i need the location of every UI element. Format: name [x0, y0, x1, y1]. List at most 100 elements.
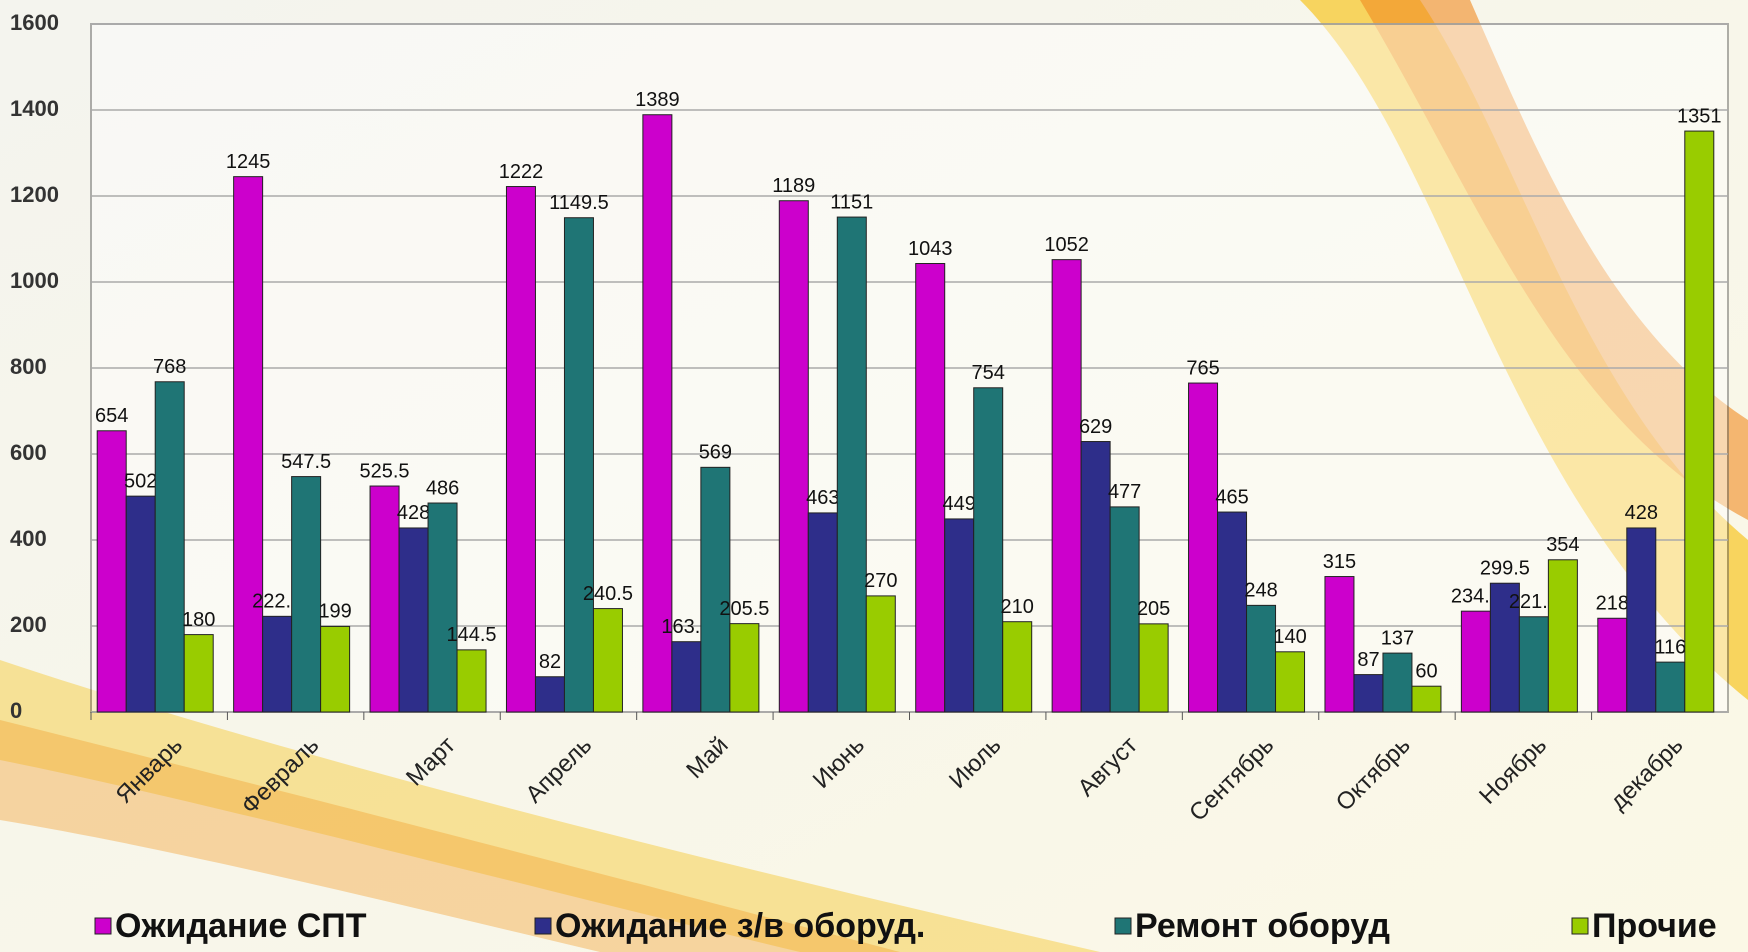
y-tick-label: 1600 [10, 10, 59, 35]
chart: 0200400600800100012001400160065450276818… [0, 0, 1748, 952]
bar [97, 431, 126, 712]
data-label: 569 [699, 442, 732, 464]
legend-label: Ожидание з/в оборуд. [555, 907, 925, 945]
bar [1412, 686, 1441, 712]
bar [428, 503, 457, 712]
bar [535, 677, 564, 712]
data-label: 502 [124, 470, 157, 492]
data-label: 180 [182, 609, 215, 631]
data-label: 60 [1415, 660, 1437, 682]
data-label: 205 [1137, 598, 1170, 620]
y-tick-label: 400 [10, 526, 47, 551]
data-label: 465 [1215, 486, 1248, 508]
bar [184, 635, 213, 712]
bar [808, 513, 837, 712]
data-label: 1151 [830, 191, 873, 213]
data-label: 87 [1357, 649, 1379, 671]
data-label: 1351 [1677, 105, 1722, 127]
bar [1081, 442, 1110, 712]
legend-label: Ремонт оборуд [1135, 907, 1390, 945]
bar [593, 609, 622, 712]
data-label: 299.5 [1480, 557, 1530, 579]
bar [1354, 675, 1383, 712]
bar [974, 388, 1003, 712]
data-label: 1222 [499, 161, 544, 183]
bar [1139, 624, 1168, 712]
data-label: 629 [1079, 416, 1112, 438]
bar [866, 596, 895, 712]
bar [1598, 618, 1627, 712]
data-label: 240.5 [583, 583, 633, 605]
bar [1110, 507, 1139, 712]
y-tick-label: 200 [10, 612, 47, 637]
data-label: 315 [1323, 551, 1356, 573]
bar [1383, 653, 1412, 712]
data-label: 1389 [635, 89, 680, 111]
legend-swatch [1572, 918, 1588, 934]
data-label: 218 [1596, 593, 1629, 615]
data-label: 82 [539, 651, 561, 673]
data-label: 428 [1625, 502, 1658, 524]
bar [837, 217, 866, 712]
bar [1685, 131, 1714, 712]
data-label: 270 [864, 570, 897, 592]
bar [1461, 611, 1490, 712]
legend-swatch [95, 918, 111, 934]
data-label: 1189 [772, 175, 815, 197]
data-label: 1245 [226, 151, 271, 173]
legend-label: Ожидание СПТ [115, 907, 367, 945]
bar [370, 486, 399, 712]
bar [1548, 560, 1577, 712]
data-label: 248 [1244, 580, 1277, 602]
bar [1325, 577, 1354, 712]
bar [1189, 383, 1218, 712]
data-label: 1149.5 [549, 192, 609, 214]
bar [234, 177, 263, 712]
data-label: 1043 [908, 238, 953, 260]
data-label: 525.5 [360, 460, 410, 482]
y-tick-label: 1200 [10, 182, 59, 207]
legend-swatch [1115, 918, 1131, 934]
y-tick-label: 1000 [10, 268, 59, 293]
bar [1218, 512, 1247, 712]
bar [399, 528, 428, 712]
data-label: 199 [318, 601, 351, 623]
bar [1052, 260, 1081, 712]
bar [506, 187, 535, 712]
bar [321, 626, 350, 712]
bar [730, 624, 759, 712]
data-label: 547.5 [281, 451, 331, 473]
bar [672, 642, 701, 712]
data-label: 463 [806, 487, 839, 509]
y-tick-label: 800 [10, 354, 47, 379]
data-label: 205.5 [719, 598, 769, 620]
data-label: 137 [1381, 627, 1414, 649]
bar [292, 477, 321, 712]
data-label: 754 [972, 362, 1005, 384]
data-label: 486 [426, 477, 459, 499]
bar [916, 264, 945, 712]
data-label: 765 [1186, 357, 1219, 379]
bar [263, 616, 292, 712]
legend-label: Прочие [1592, 907, 1717, 945]
bar [1003, 622, 1032, 712]
bar [564, 218, 593, 712]
data-label: 449 [943, 493, 976, 515]
bar [701, 467, 730, 712]
bar [1247, 605, 1276, 712]
data-label: 210 [1001, 596, 1034, 618]
bar [155, 382, 184, 712]
data-label: 140 [1273, 626, 1306, 648]
data-label: 654 [95, 405, 128, 427]
bar [1656, 662, 1685, 712]
bar [1519, 617, 1548, 712]
bar [1276, 652, 1305, 712]
data-label: 768 [153, 356, 186, 378]
y-tick-label: 0 [10, 698, 22, 723]
bar [1627, 528, 1656, 712]
data-label: 477 [1108, 481, 1141, 503]
data-label: 1052 [1044, 234, 1089, 256]
y-tick-label: 600 [10, 440, 47, 465]
legend-swatch [535, 918, 551, 934]
data-label: 428 [397, 502, 430, 524]
